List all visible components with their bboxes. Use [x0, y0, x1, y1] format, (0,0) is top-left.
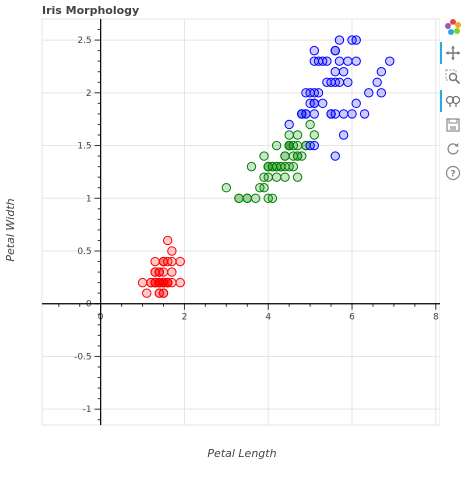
data-point[interactable] [271, 140, 282, 151]
x-tick-label: 8 [433, 313, 439, 323]
data-point[interactable] [284, 140, 294, 151]
data-point[interactable] [309, 130, 320, 140]
data-point[interactable] [175, 277, 185, 288]
data-point[interactable] [330, 77, 340, 87]
data-point[interactable] [284, 130, 294, 140]
data-point[interactable] [305, 119, 315, 130]
save-icon[interactable] [442, 114, 464, 136]
data-point[interactable] [242, 193, 252, 203]
x-tick-label: 2 [182, 313, 188, 323]
data-point[interactable] [167, 267, 177, 277]
data-point[interactable] [351, 35, 361, 45]
data-point[interactable] [322, 77, 332, 87]
bokeh-logo-icon[interactable] [442, 16, 464, 38]
box-zoom-icon[interactable] [442, 66, 464, 88]
data-point[interactable] [343, 56, 353, 66]
data-point[interactable] [267, 161, 278, 172]
data-point[interactable] [330, 151, 340, 161]
scatter-plot[interactable]: 02468-1-0.500.511.522.5 Petal Length Pet… [0, 0, 440, 482]
y-tick-label: -0.5 [74, 352, 92, 362]
data-point[interactable] [305, 98, 315, 109]
data-point[interactable] [313, 88, 324, 98]
y-tick-label: 2 [86, 89, 92, 99]
data-point[interactable] [280, 151, 290, 161]
data-point[interactable] [250, 193, 261, 203]
data-point[interactable] [351, 56, 361, 66]
y-tick-label: 0 [86, 300, 92, 310]
data-point[interactable] [234, 193, 244, 203]
data-point[interactable] [317, 98, 328, 109]
data-point[interactable] [280, 172, 290, 182]
data-point[interactable] [255, 183, 265, 193]
plot-frame [41, 18, 440, 426]
data-point[interactable] [309, 140, 320, 151]
data-point[interactable] [376, 88, 387, 98]
data-point[interactable] [364, 88, 374, 98]
data-point[interactable] [158, 256, 169, 267]
data-point[interactable] [359, 109, 370, 119]
data-point[interactable] [330, 45, 340, 56]
data-point[interactable] [313, 56, 324, 66]
data-point[interactable] [175, 256, 185, 267]
y-tick-label: 1 [86, 194, 92, 204]
data-point[interactable] [292, 172, 303, 182]
axes: 02468-1-0.500.511.522.5 [42, 19, 440, 425]
y-tick-label: 1.5 [77, 142, 91, 152]
y-tick-label: 2.5 [77, 36, 91, 46]
data-point[interactable] [288, 151, 299, 161]
data-point[interactable] [137, 277, 148, 288]
data-point[interactable] [154, 267, 165, 277]
data-point[interactable] [263, 172, 273, 182]
data-point[interactable] [267, 193, 278, 203]
data-point[interactable] [221, 183, 232, 193]
data-point[interactable] [338, 67, 349, 77]
data-point[interactable] [338, 109, 349, 119]
wheel-zoom-icon[interactable] [440, 90, 464, 112]
data-point[interactable] [322, 56, 332, 66]
data-point[interactable] [376, 67, 387, 77]
data-point[interactable] [142, 288, 152, 298]
help-icon[interactable]: ? [442, 162, 464, 184]
y-axis-label: Petal Width [4, 198, 17, 261]
data-point[interactable] [385, 56, 395, 66]
data-point[interactable] [326, 109, 336, 119]
data-point[interactable] [292, 130, 303, 140]
data-point[interactable] [372, 77, 382, 87]
data-point[interactable] [154, 288, 165, 298]
data-point[interactable] [271, 172, 282, 182]
data-point[interactable] [276, 161, 286, 172]
data-point[interactable] [301, 88, 311, 98]
data-point[interactable] [309, 109, 320, 119]
data-point[interactable] [259, 151, 269, 161]
y-tick-label: -1 [83, 405, 92, 415]
chart-title: Iris Morphology [42, 4, 140, 17]
reset-icon[interactable] [442, 138, 464, 160]
pan-icon[interactable] [440, 42, 464, 64]
data-points [137, 35, 395, 298]
y-tick-label: 0.5 [77, 247, 91, 257]
x-tick-label: 6 [349, 313, 355, 323]
data-point[interactable] [150, 256, 160, 267]
svg-text:?: ? [450, 170, 455, 180]
data-point[interactable] [309, 45, 320, 56]
data-point[interactable] [167, 246, 177, 256]
x-axis-label: Petal Length [207, 447, 276, 460]
data-point[interactable] [246, 161, 257, 172]
x-tick-label: 4 [265, 313, 271, 323]
data-point[interactable] [334, 56, 345, 66]
data-point[interactable] [347, 109, 357, 119]
data-point[interactable] [154, 277, 165, 288]
data-point[interactable] [297, 151, 307, 161]
data-point[interactable] [351, 98, 361, 109]
data-point[interactable] [334, 35, 345, 45]
data-point[interactable] [284, 119, 294, 130]
data-point[interactable] [330, 67, 340, 77]
data-point[interactable] [343, 77, 353, 87]
data-point[interactable] [297, 109, 307, 119]
data-point[interactable] [162, 235, 173, 246]
data-point[interactable] [338, 130, 349, 140]
data-point[interactable] [292, 140, 303, 151]
data-point[interactable] [288, 161, 299, 172]
